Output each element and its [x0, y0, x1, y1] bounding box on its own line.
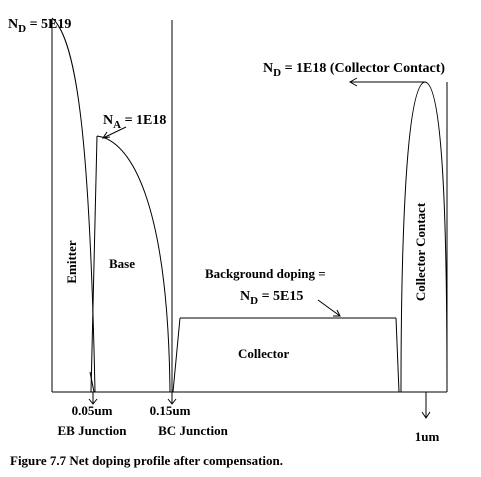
- base-profile-curve: [96, 135, 171, 393]
- nd-emitter-label: ND = 5E19: [8, 17, 71, 35]
- emitter-label: Emitter: [64, 240, 79, 284]
- bc-position-label: 0.15um: [150, 403, 191, 418]
- na-pointer-arrowhead: [101, 131, 111, 139]
- collector-contact-pointer-arrowhead: [348, 77, 358, 87]
- background-pointer-arrowhead: [333, 309, 341, 317]
- background-doping-label: Background doping =: [205, 266, 326, 281]
- emitter-profile-curve: [51, 17, 96, 393]
- nd-collector-contact-label: ND = 1E18 (Collector Contact): [263, 61, 445, 79]
- na-pointer: [102, 126, 127, 139]
- figure-caption: Figure 7.7 Net doping profile after comp…: [10, 453, 283, 468]
- eb-position-label: 0.05um: [72, 403, 113, 418]
- one-um-arrowhead: [421, 411, 431, 419]
- collector-label: Collector: [238, 346, 289, 361]
- na-base-label: NA = 1E18: [103, 113, 166, 131]
- bc-junction-arrowhead: [167, 398, 177, 405]
- background-pointer: [317, 299, 341, 317]
- bc-junction-label: BC Junction: [158, 423, 228, 438]
- eb-junction-arrowhead: [88, 398, 98, 405]
- background-nd-label: ND = 5E15: [240, 289, 303, 307]
- collector-contact-label: Collector Contact: [413, 202, 428, 301]
- collector-falling-edge: [395, 317, 400, 393]
- eb-junction-label: EB Junction: [58, 423, 128, 438]
- base-rising-edge: [90, 135, 98, 393]
- one-um-label: 1um: [415, 429, 440, 444]
- collector-rising-edge: [172, 317, 181, 393]
- base-label: Base: [109, 256, 135, 271]
- emitter-profile-tail: [89, 371, 95, 393]
